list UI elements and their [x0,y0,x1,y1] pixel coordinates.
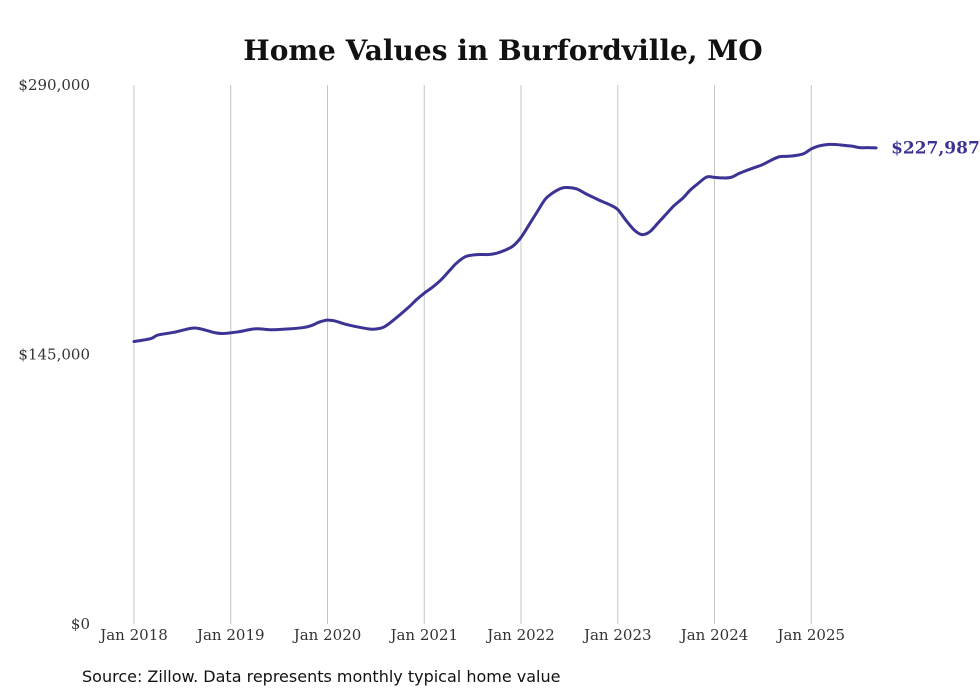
x-tick-label: Jan 2023 [582,626,652,644]
chart-title: Home Values in Burfordville, MO [243,34,762,67]
x-tick-label: Jan 2024 [679,626,749,644]
x-tick-label: Jan 2022 [485,626,555,644]
x-axis-ticks: Jan 2018 Jan 2019 Jan 2020 Jan 2021 Jan 2022… [98,626,845,644]
series-line [132,142,878,343]
y-axis-ticks: $0 $145,000 $290,000 [18,76,90,633]
x-tick-label: Jan 2018 [98,626,168,644]
x-tick-label: Jan 2020 [292,626,362,644]
source-note: Source: Zillow. Data represents monthly … [82,667,561,686]
gridlines [133,85,812,624]
x-tick-label: Jan 2021 [388,626,458,644]
x-tick-label: Jan 2025 [775,626,845,644]
y-tick-label: $290,000 [18,76,90,94]
x-tick-label: Jan 2019 [195,626,265,644]
series-end-label: $227,987 [891,138,980,158]
series-layer: $227,987 [132,138,980,343]
y-tick-label: $145,000 [18,346,90,364]
y-tick-label: $0 [71,615,90,633]
